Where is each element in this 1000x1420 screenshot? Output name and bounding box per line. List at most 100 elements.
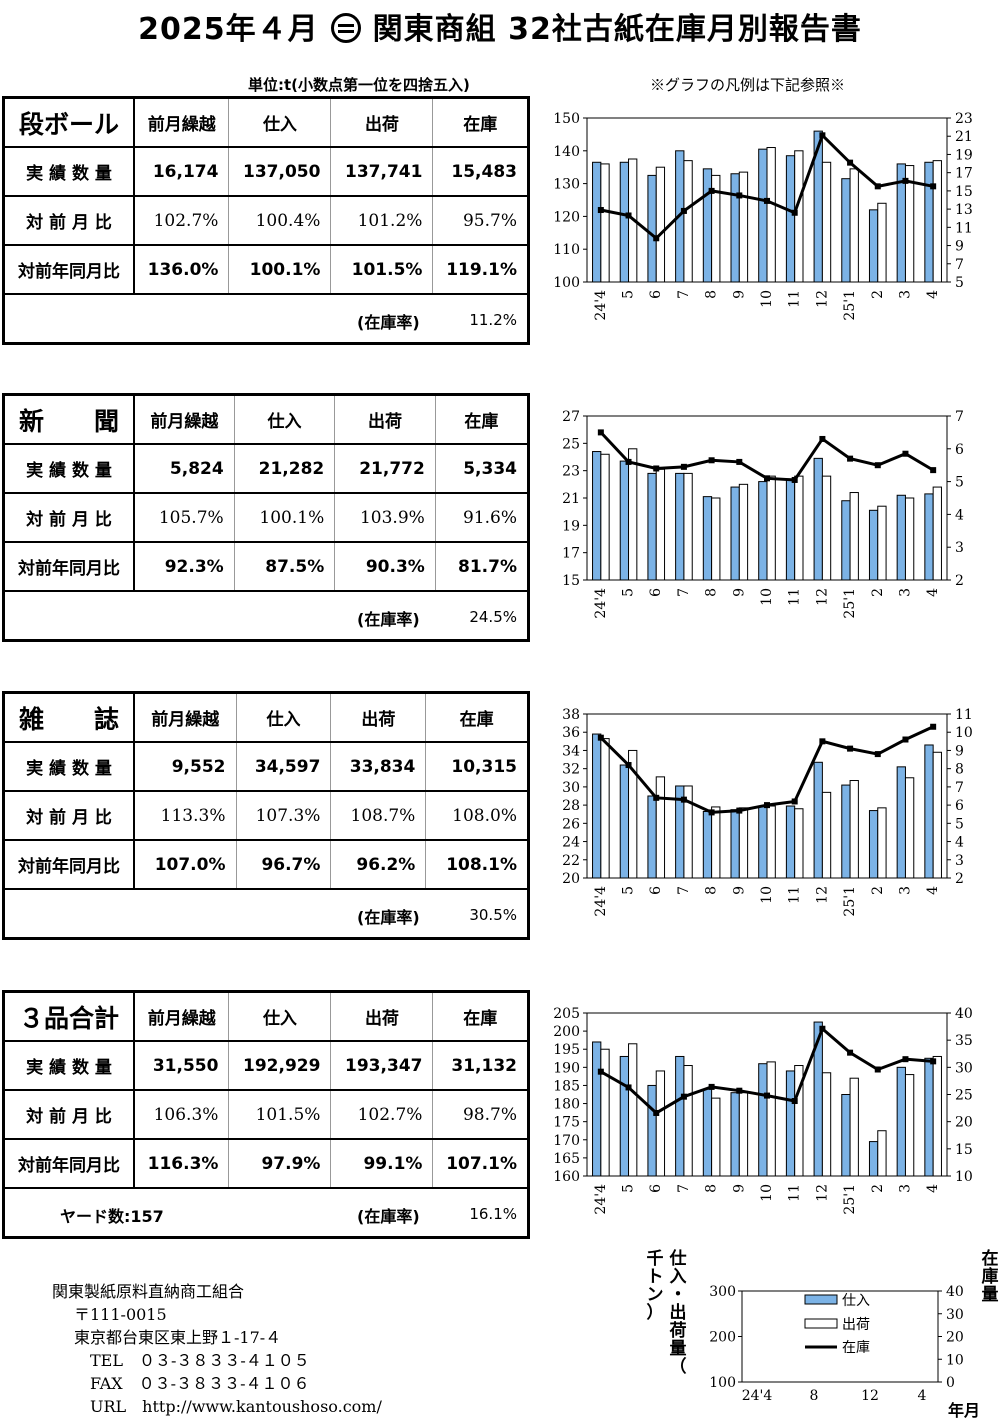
column-header: 前月繰越 <box>134 692 236 743</box>
inventory-point <box>625 212 632 219</box>
inventory-point <box>902 736 909 743</box>
bar-shipment <box>794 808 804 879</box>
legend-x-tick-label: 12 <box>861 1388 879 1404</box>
ratio-label: (在庫率) <box>357 1207 420 1226</box>
y2-tick-label: 35 <box>955 1033 973 1049</box>
table-row: 対前年同月比 136.0% 100.1% 101.5% 119.1% <box>3 245 529 295</box>
inventory-point <box>930 723 937 730</box>
url-link[interactable]: URL http://www.kantoushoso.com/ <box>90 1397 382 1416</box>
bar-shipment <box>628 448 638 581</box>
table-cell: 31,550 <box>134 1041 229 1091</box>
inventory-point <box>625 762 632 769</box>
x-tick-label: 3 <box>897 588 913 597</box>
table-cell: 102.7% <box>330 1090 433 1140</box>
y2-tick-label: 21 <box>955 129 973 145</box>
inventory-line <box>599 431 934 482</box>
row-header: 対前年同月比 <box>3 245 135 295</box>
x-tick-label: 10 <box>759 886 775 904</box>
y-tick-label: 15 <box>562 573 580 589</box>
x-tick-label: 9 <box>731 588 747 597</box>
bar-shipment <box>738 807 749 879</box>
bar-purchase <box>702 168 713 283</box>
tel: TEL ０３-３８３３-４１０５ <box>90 1351 310 1370</box>
row-header: 対 前 月 比 <box>3 791 135 841</box>
legend-left-title-char: 荷 <box>670 1320 687 1341</box>
x-tick-label: 24'4 <box>593 290 609 321</box>
y-tick-label: 21 <box>562 491 580 507</box>
table-cell: 113.3% <box>134 791 236 841</box>
y-tick-label: 140 <box>553 144 580 160</box>
y-tick-label: 30 <box>562 780 580 796</box>
table-cell: 107.0% <box>134 840 236 890</box>
legend-right-title-char: 量 <box>982 1284 999 1305</box>
column-header: 在庫 <box>432 991 529 1042</box>
bar-shipment <box>794 150 804 283</box>
legend-shipment-swatch <box>804 1318 838 1329</box>
bar-purchase <box>868 1141 879 1177</box>
y2-tick-label: 8 <box>955 762 964 778</box>
table-cell: 33,834 <box>330 742 426 792</box>
table-cell: 15,483 <box>432 147 529 197</box>
bar-shipment <box>655 468 666 581</box>
bar-purchase <box>647 795 657 879</box>
table-cell: 108.7% <box>330 791 426 841</box>
inventory-point <box>764 1092 770 1099</box>
inventory-point <box>847 455 854 462</box>
y-tick-label: 38 <box>562 707 580 723</box>
x-tick-label: 25'1 <box>842 588 858 619</box>
bar-shipment <box>849 492 859 581</box>
legend-left-title-unit-char: 千 <box>647 1249 664 1269</box>
bar-shipment <box>932 486 942 581</box>
bar-shipment <box>738 171 749 283</box>
bar-purchase <box>619 764 630 879</box>
x-tick-label: 6 <box>648 290 664 299</box>
bar-shipment <box>904 497 915 581</box>
table-cell: 137,050 <box>228 147 331 197</box>
bar-shipment <box>849 780 859 879</box>
bar-purchase <box>730 173 740 283</box>
bar-shipment <box>711 1097 721 1177</box>
y-tick-label: 190 <box>553 1060 580 1076</box>
table-cell: 31,132 <box>432 1041 529 1091</box>
bar-purchase <box>924 161 934 283</box>
y-tick-label: 205 <box>553 1006 580 1022</box>
x-tick-label: 3 <box>897 290 913 299</box>
inventory-point <box>597 734 604 741</box>
association-logo-icon <box>330 12 361 43</box>
bar-purchase <box>924 493 934 581</box>
bar-shipment <box>794 1065 804 1177</box>
inventory-point <box>791 1098 798 1105</box>
table-cell: 96.7% <box>235 840 331 890</box>
inventory-point <box>930 183 937 190</box>
row-header: 実 績 数 量 <box>3 444 135 494</box>
y-tick-label: 130 <box>553 177 580 193</box>
category-name: ３品合計 <box>3 991 135 1042</box>
inventory-point <box>653 465 660 472</box>
y-tick-label: 175 <box>553 1115 580 1131</box>
legend-left-title-unit-char: ト <box>647 1267 664 1287</box>
bar-purchase <box>896 1066 906 1177</box>
column-header: 前月繰越 <box>134 97 229 148</box>
x-tick-label: 2 <box>870 588 886 597</box>
table-row: 対 前 月 比 105.7% 100.1% 103.9% 91.6% <box>3 493 529 543</box>
legend-y2-tick-label: 10 <box>946 1352 964 1368</box>
table-cell: 91.6% <box>434 493 529 543</box>
x-tick-label: 2 <box>870 1184 886 1193</box>
inventory-point <box>819 1025 826 1032</box>
table-cell: 136.0% <box>134 245 229 295</box>
bar-shipment <box>766 475 776 581</box>
bar-shipment <box>821 1072 832 1177</box>
bar-shipment <box>932 1055 942 1177</box>
bar-shipment <box>738 483 749 581</box>
inventory-point <box>791 476 798 483</box>
x-tick-label: 11 <box>787 886 803 904</box>
category-name: 新 聞 <box>3 394 135 445</box>
inventory-point <box>874 462 881 469</box>
bar-purchase <box>785 1070 796 1177</box>
table-cell: 103.9% <box>334 493 436 543</box>
bar-shipment <box>877 202 887 283</box>
inventory-point <box>819 132 826 139</box>
row-header: 実 績 数 量 <box>3 147 135 197</box>
table-cell: 101.5% <box>228 1090 331 1140</box>
y-tick-label: 36 <box>562 725 580 741</box>
